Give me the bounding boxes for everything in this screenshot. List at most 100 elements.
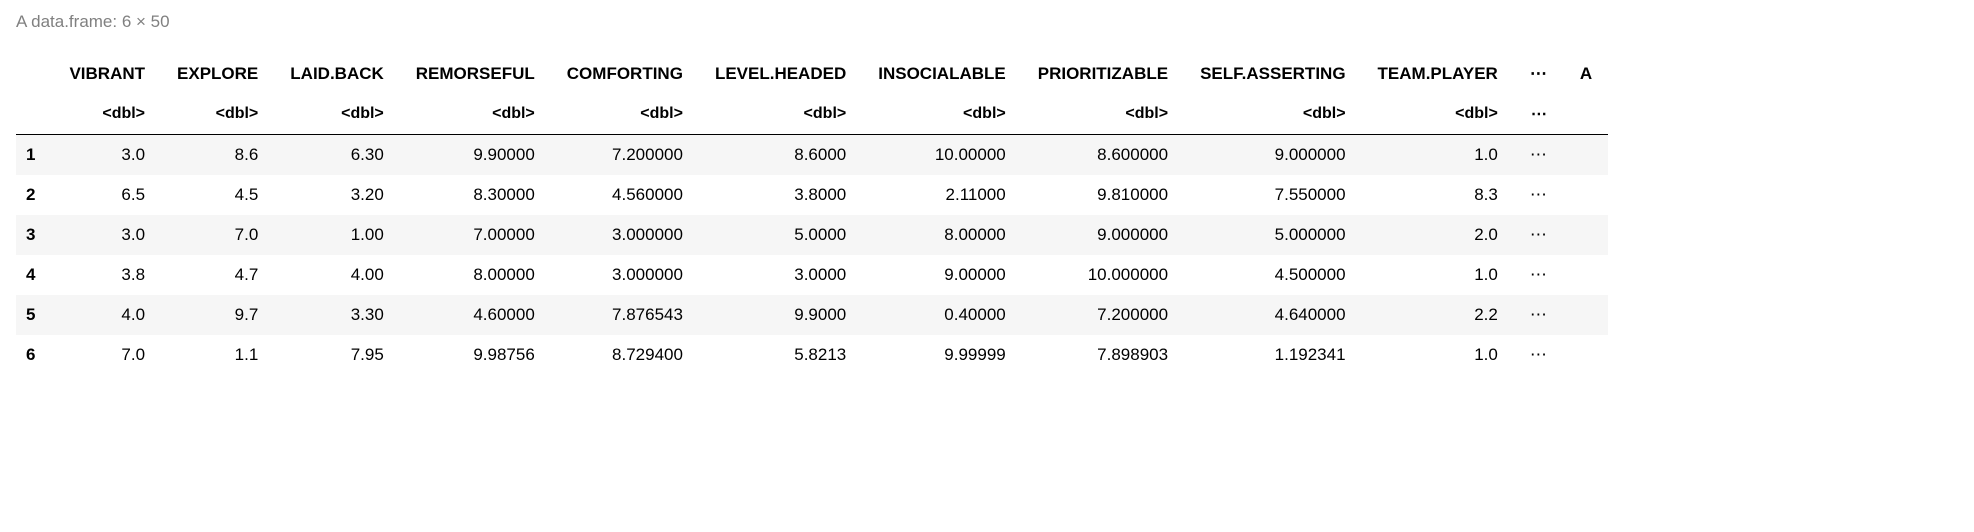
cell: 3.30 [274,295,400,335]
row-ellipsis: ⋯ [1514,335,1564,375]
col-header: REMORSEFUL [400,50,551,94]
col-ellipsis: ⋯ [1514,94,1564,135]
cell: 3.000000 [551,215,699,255]
cell: 9.7 [161,295,274,335]
cell: 7.898903 [1022,335,1184,375]
row-index: 4 [16,255,53,295]
cell: 8.6000 [699,135,862,176]
cell: 6.5 [53,175,161,215]
cell-truncated [1564,335,1608,375]
table-row: 4 3.8 4.7 4.00 8.00000 3.000000 3.0000 9… [16,255,1608,295]
cell: 3.8000 [699,175,862,215]
col-type: <dbl> [1022,94,1184,135]
cell: 7.00000 [400,215,551,255]
dataframe-caption: A data.frame: 6 × 50 [16,12,1958,32]
cell-truncated [1564,255,1608,295]
cell: 1.0 [1362,335,1514,375]
col-type: <dbl> [400,94,551,135]
row-index: 1 [16,135,53,176]
col-header: VIBRANT [53,50,161,94]
cell-truncated [1564,215,1608,255]
cell: 1.0 [1362,135,1514,176]
cell: 7.200000 [1022,295,1184,335]
column-header-row: VIBRANT EXPLORE LAID.BACK REMORSEFUL COM… [16,50,1608,94]
col-type: <dbl> [862,94,1022,135]
col-header: EXPLORE [161,50,274,94]
cell: 6.30 [274,135,400,176]
cell: 3.0000 [699,255,862,295]
col-type: <dbl> [274,94,400,135]
cell: 2.11000 [862,175,1022,215]
col-header: PRIORITIZABLE [1022,50,1184,94]
row-ellipsis: ⋯ [1514,215,1564,255]
col-header: INSOCIALABLE [862,50,1022,94]
cell: 9.99999 [862,335,1022,375]
cell: 9.9000 [699,295,862,335]
cell: 8.3 [1362,175,1514,215]
row-index: 5 [16,295,53,335]
cell: 7.0 [53,335,161,375]
cell: 7.0 [161,215,274,255]
table-row: 5 4.0 9.7 3.30 4.60000 7.876543 9.9000 0… [16,295,1608,335]
dataframe-table-wrapper: VIBRANT EXPLORE LAID.BACK REMORSEFUL COM… [16,50,1958,375]
cell: 8.00000 [862,215,1022,255]
cell: 9.000000 [1022,215,1184,255]
dataframe-table: VIBRANT EXPLORE LAID.BACK REMORSEFUL COM… [16,50,1608,375]
cell: 7.200000 [551,135,699,176]
cell: 8.600000 [1022,135,1184,176]
cell: 5.8213 [699,335,862,375]
column-type-row: <dbl> <dbl> <dbl> <dbl> <dbl> <dbl> <dbl… [16,94,1608,135]
cell: 3.0 [53,135,161,176]
cell-truncated [1564,295,1608,335]
row-ellipsis: ⋯ [1514,255,1564,295]
cell: 4.5 [161,175,274,215]
col-type: <dbl> [161,94,274,135]
col-header: LEVEL.HEADED [699,50,862,94]
cell: 2.2 [1362,295,1514,335]
cell: 8.30000 [400,175,551,215]
cell: 1.1 [161,335,274,375]
row-ellipsis: ⋯ [1514,135,1564,176]
col-type: <dbl> [1362,94,1514,135]
row-index: 2 [16,175,53,215]
cell: 1.192341 [1184,335,1361,375]
cell: 3.20 [274,175,400,215]
table-row: 3 3.0 7.0 1.00 7.00000 3.000000 5.0000 8… [16,215,1608,255]
table-row: 6 7.0 1.1 7.95 9.98756 8.729400 5.8213 9… [16,335,1608,375]
cell: 7.550000 [1184,175,1361,215]
col-header: COMFORTING [551,50,699,94]
cell: 10.00000 [862,135,1022,176]
cell: 9.90000 [400,135,551,176]
col-ellipsis: ⋯ [1514,50,1564,94]
row-index: 3 [16,215,53,255]
col-header: TEAM.PLAYER [1362,50,1514,94]
col-type-truncated [1564,94,1608,135]
col-header: SELF.ASSERTING [1184,50,1361,94]
corner-blank [16,50,53,94]
row-index: 6 [16,335,53,375]
cell: 1.00 [274,215,400,255]
cell: 8.6 [161,135,274,176]
cell-truncated [1564,175,1608,215]
cell: 3.8 [53,255,161,295]
col-header: LAID.BACK [274,50,400,94]
cell: 4.560000 [551,175,699,215]
table-row: 2 6.5 4.5 3.20 8.30000 4.560000 3.8000 2… [16,175,1608,215]
table-body: 1 3.0 8.6 6.30 9.90000 7.200000 8.6000 1… [16,135,1608,376]
cell: 9.000000 [1184,135,1361,176]
cell: 2.0 [1362,215,1514,255]
cell: 4.7 [161,255,274,295]
cell: 3.0 [53,215,161,255]
table-row: 1 3.0 8.6 6.30 9.90000 7.200000 8.6000 1… [16,135,1608,176]
cell: 10.000000 [1022,255,1184,295]
cell: 5.0000 [699,215,862,255]
cell: 1.0 [1362,255,1514,295]
cell: 4.640000 [1184,295,1361,335]
cell: 3.000000 [551,255,699,295]
col-type: <dbl> [699,94,862,135]
cell: 4.00 [274,255,400,295]
cell: 9.810000 [1022,175,1184,215]
row-ellipsis: ⋯ [1514,295,1564,335]
cell: 9.00000 [862,255,1022,295]
cell: 8.00000 [400,255,551,295]
